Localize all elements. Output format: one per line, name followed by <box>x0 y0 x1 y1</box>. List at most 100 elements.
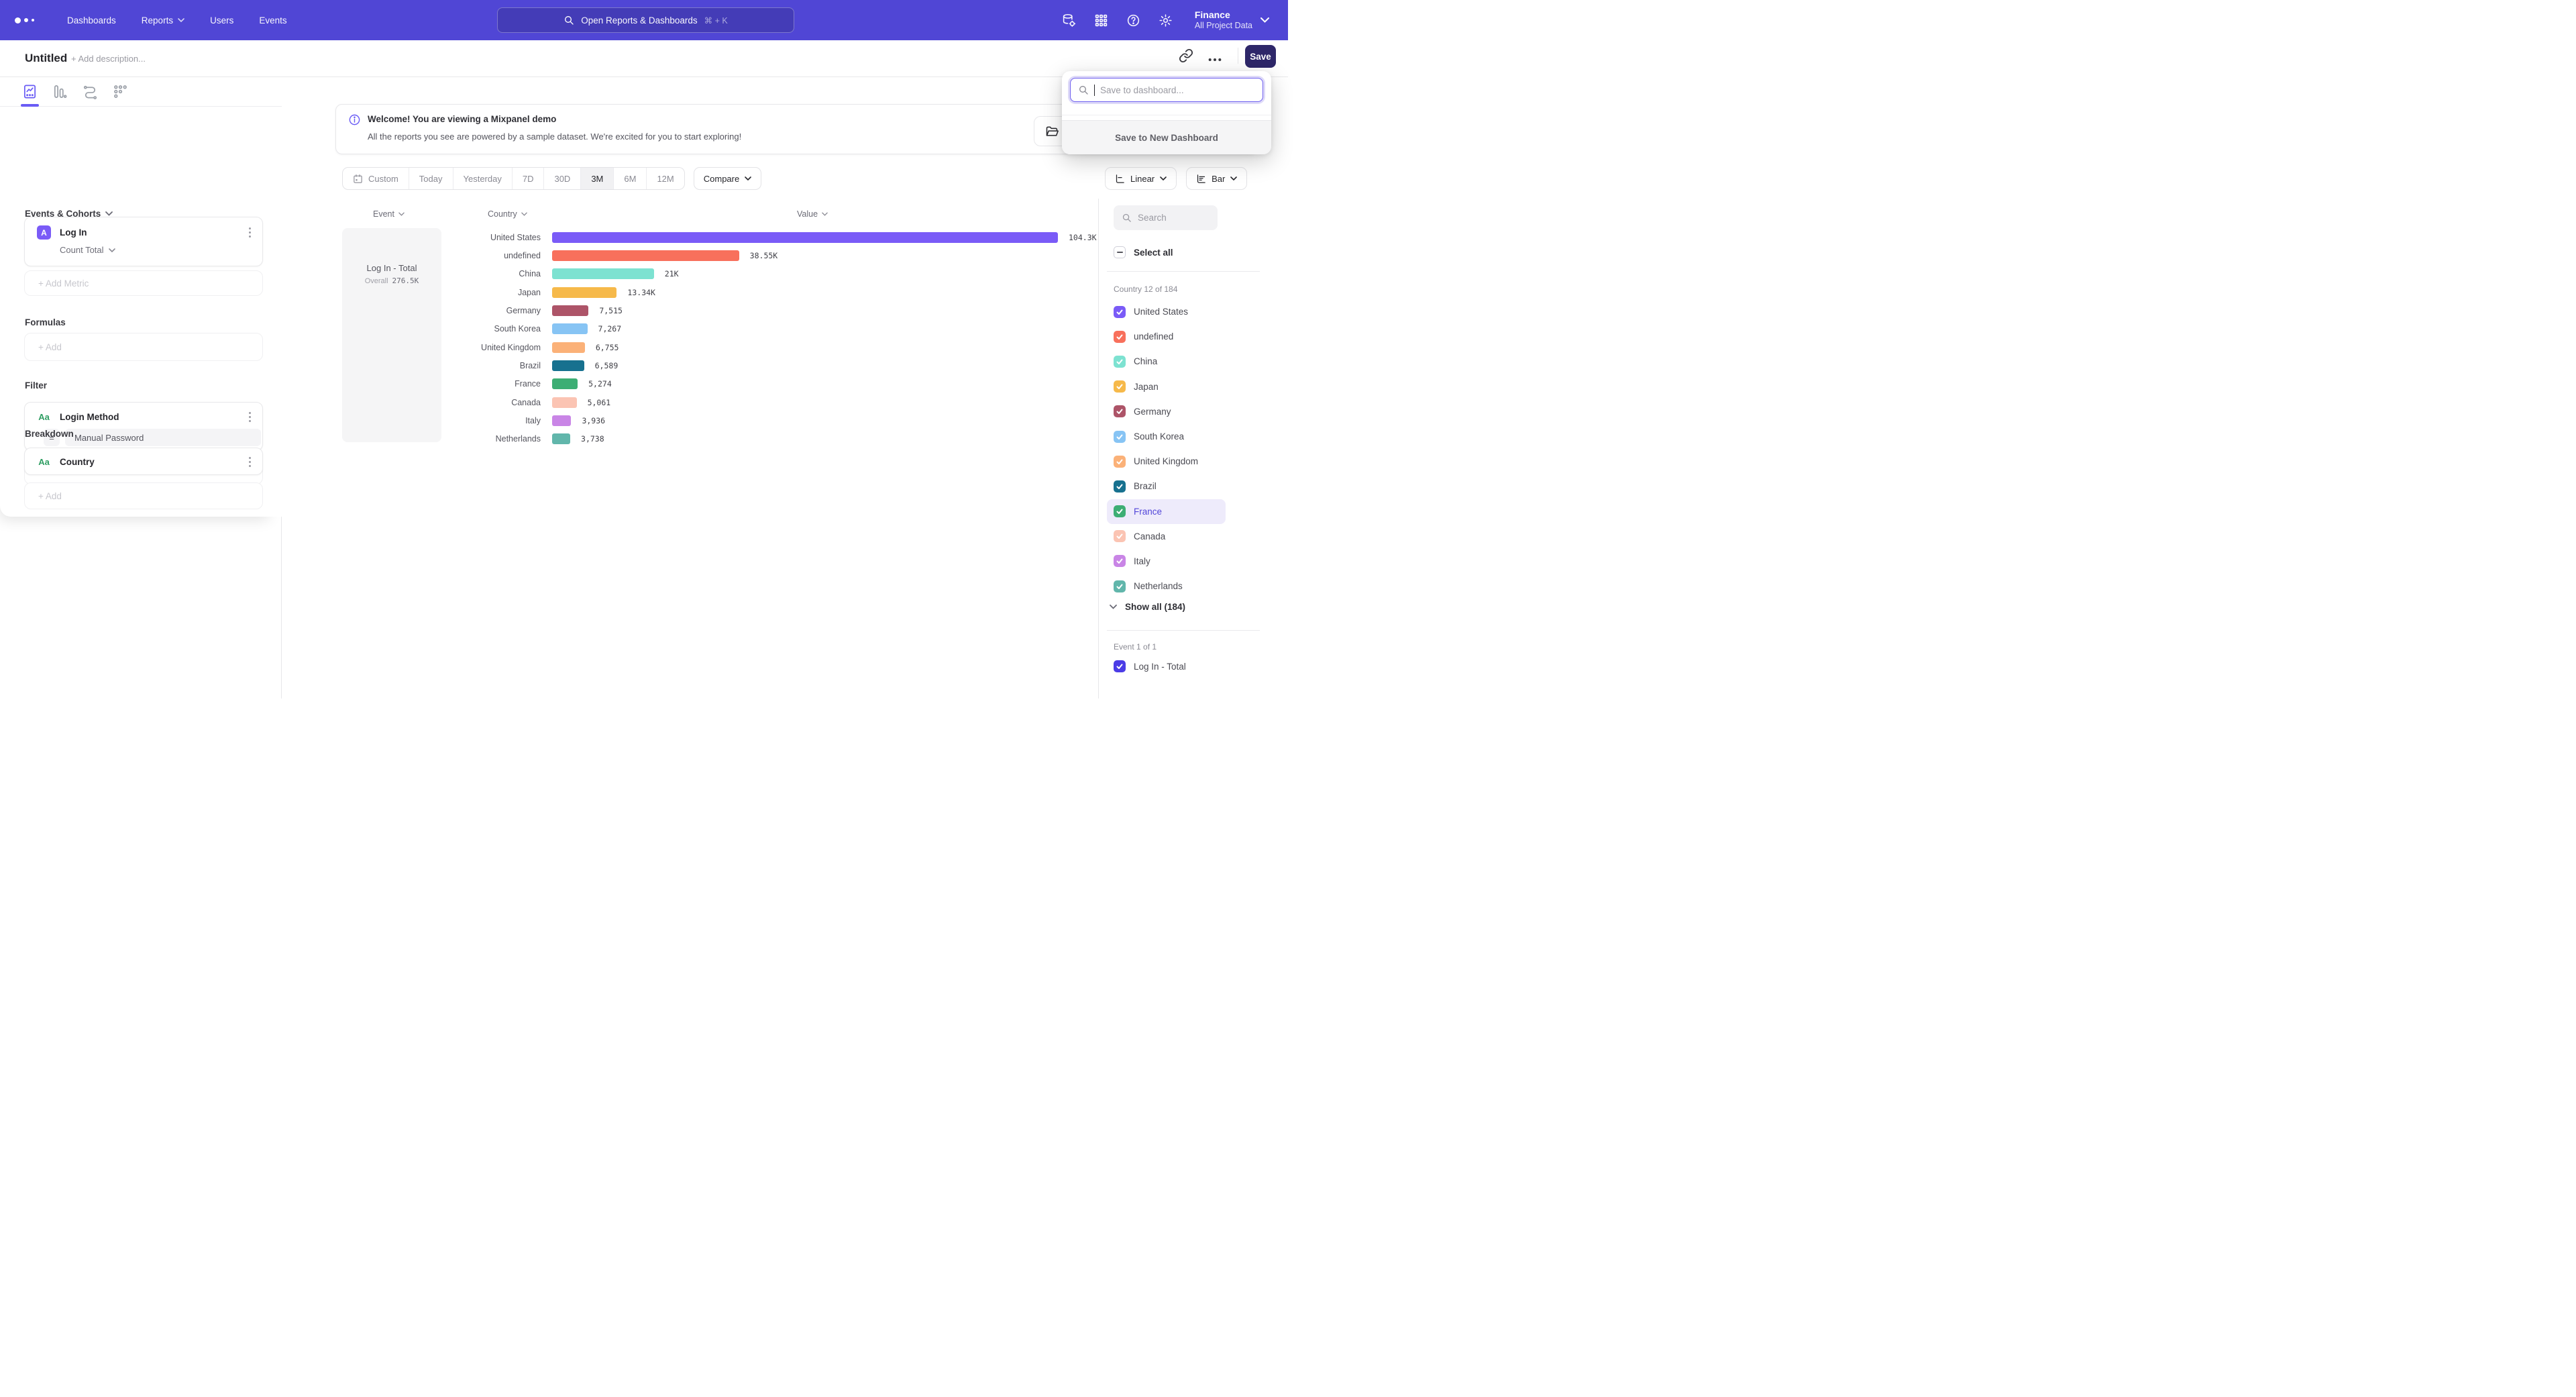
country-filter-row-japan[interactable]: Japan <box>1107 374 1226 399</box>
chart-type-dropdown[interactable]: Bar <box>1186 167 1248 190</box>
metric-aggregation[interactable]: Count Total <box>60 245 262 255</box>
country-checkbox[interactable] <box>1114 530 1126 543</box>
scale-dropdown[interactable]: Linear <box>1105 167 1177 190</box>
add-metric-button[interactable]: + Add Metric <box>24 270 263 296</box>
country-filter-row-united-states[interactable]: United States <box>1107 299 1226 324</box>
event-checkbox[interactable] <box>1114 660 1126 672</box>
date-range-today[interactable]: Today <box>409 168 453 189</box>
country-filter-row-italy[interactable]: Italy <box>1107 549 1226 574</box>
country-checkbox[interactable] <box>1114 405 1126 418</box>
nav-item-dashboards[interactable]: Dashboards <box>67 15 116 25</box>
tab-funnels[interactable] <box>52 84 68 99</box>
nav-item-events[interactable]: Events <box>259 15 286 25</box>
country-checkbox[interactable] <box>1114 305 1126 318</box>
event-filter-row[interactable]: Log In - Total <box>1114 660 1186 672</box>
country-checkbox[interactable] <box>1114 355 1126 368</box>
more-options-icon[interactable] <box>1208 52 1222 67</box>
country-filter-row-undefined[interactable]: undefined <box>1107 324 1226 349</box>
data-management-icon[interactable] <box>1062 13 1076 28</box>
mixpanel-logo-icon[interactable] <box>15 17 42 23</box>
filter-options-icon[interactable] <box>247 410 253 424</box>
column-header-event[interactable]: Event <box>373 209 405 219</box>
metric-card[interactable]: A Log In Count Total <box>24 217 263 266</box>
bar-united-kingdom[interactable] <box>552 342 585 353</box>
column-header-value[interactable]: Value <box>797 209 828 219</box>
country-filter-row-south-korea[interactable]: South Korea <box>1107 424 1226 449</box>
chart-row-brazil: Brazil 6,589 <box>445 356 1096 374</box>
country-checkbox[interactable] <box>1114 580 1126 592</box>
date-range-7d[interactable]: 7D <box>513 168 545 189</box>
breakdown-card[interactable]: Aa Country <box>24 448 263 475</box>
column-header-country[interactable]: Country <box>488 209 527 219</box>
country-filter-row-canada[interactable]: Canada <box>1107 524 1226 549</box>
filter-search-box[interactable] <box>1114 205 1218 230</box>
date-range-yesterday[interactable]: Yesterday <box>453 168 513 189</box>
tab-flows[interactable] <box>83 84 98 99</box>
country-checkbox[interactable] <box>1114 555 1126 568</box>
country-filter-row-netherlands[interactable]: Netherlands <box>1107 574 1226 599</box>
date-range-12m[interactable]: 12M <box>647 168 684 189</box>
country-filter-row-france[interactable]: France <box>1107 499 1226 524</box>
bar-united-states[interactable] <box>552 231 1058 243</box>
country-filter-row-brazil[interactable]: Brazil <box>1107 474 1226 499</box>
country-filter-label: South Korea <box>1134 431 1185 442</box>
settings-gear-icon[interactable] <box>1159 13 1173 28</box>
bar-brazil[interactable] <box>552 360 584 372</box>
event-series-overall-value: 276.5K <box>392 276 419 285</box>
bar-netherlands[interactable] <box>552 433 571 445</box>
breakdown-property[interactable]: Country <box>60 457 95 467</box>
copy-link-icon[interactable] <box>1179 48 1193 63</box>
apps-grid-icon[interactable] <box>1094 13 1108 28</box>
date-range-3m[interactable]: 3M <box>581 168 614 189</box>
country-filter-row-germany[interactable]: Germany <box>1107 399 1226 424</box>
date-range-6m[interactable]: 6M <box>614 168 647 189</box>
filter-operator[interactable]: = <box>44 429 60 446</box>
country-checkbox[interactable] <box>1114 330 1126 343</box>
show-all-button[interactable]: Show all (184) <box>1110 602 1185 612</box>
add-breakdown-button[interactable]: + Add <box>24 482 263 509</box>
global-search-button[interactable]: Open Reports & Dashboards ⌘ + K <box>497 7 794 33</box>
add-description[interactable]: + Add description... <box>71 54 146 64</box>
select-all-checkbox[interactable] <box>1114 246 1126 258</box>
bar-france[interactable] <box>552 378 578 390</box>
save-to-new-dashboard-button[interactable]: Save to New Dashboard <box>1062 120 1271 154</box>
date-range-custom[interactable]: Custom <box>343 168 409 189</box>
folder-icon <box>1046 126 1059 136</box>
help-icon[interactable] <box>1126 13 1140 28</box>
filter-card[interactable]: Aa Login Method = Manual Password <box>24 402 263 451</box>
bar-germany[interactable] <box>552 305 589 317</box>
bar-china[interactable] <box>552 268 654 280</box>
metric-options-icon[interactable] <box>247 225 253 240</box>
breakdown-options-icon[interactable] <box>247 455 253 469</box>
bar-south-korea[interactable] <box>552 323 588 335</box>
country-checkbox[interactable] <box>1114 480 1126 493</box>
save-button[interactable]: Save <box>1245 45 1276 68</box>
country-filter-row-china[interactable]: China <box>1107 349 1226 374</box>
select-all-row[interactable]: Select all <box>1114 246 1173 258</box>
country-filter-row-united-kingdom[interactable]: United Kingdom <box>1107 449 1226 474</box>
filter-value[interactable]: Manual Password <box>65 429 261 446</box>
country-checkbox[interactable] <box>1114 455 1126 468</box>
bar-italy[interactable] <box>552 415 572 427</box>
date-range-30d[interactable]: 30D <box>544 168 582 189</box>
bar-canada[interactable] <box>552 397 577 408</box>
section-events-cohorts[interactable]: Events & Cohorts <box>25 209 113 219</box>
country-checkbox[interactable] <box>1114 430 1126 443</box>
bar-undefined[interactable] <box>552 250 739 262</box>
dashboard-search-input[interactable]: Save to dashboard... <box>1070 78 1263 102</box>
add-formula-button[interactable]: + Add <box>24 333 263 361</box>
report-title[interactable]: Untitled <box>25 52 68 64</box>
event-series-panel[interactable]: Log In - Total Overall 276.5K <box>342 228 441 442</box>
bar-japan[interactable] <box>552 287 617 298</box>
project-switcher[interactable]: Finance All Project Data <box>1195 9 1269 31</box>
filter-property[interactable]: Login Method <box>60 412 119 422</box>
filter-search-input[interactable] <box>1138 213 1212 223</box>
metric-name[interactable]: Log In <box>60 227 87 238</box>
country-checkbox[interactable] <box>1114 380 1126 393</box>
nav-item-users[interactable]: Users <box>210 15 233 25</box>
country-checkbox[interactable] <box>1114 505 1126 518</box>
compare-button[interactable]: Compare <box>693 167 762 190</box>
nav-item-reports[interactable]: Reports <box>142 15 184 25</box>
tab-retention[interactable] <box>113 84 128 99</box>
tab-insights[interactable] <box>21 84 39 107</box>
